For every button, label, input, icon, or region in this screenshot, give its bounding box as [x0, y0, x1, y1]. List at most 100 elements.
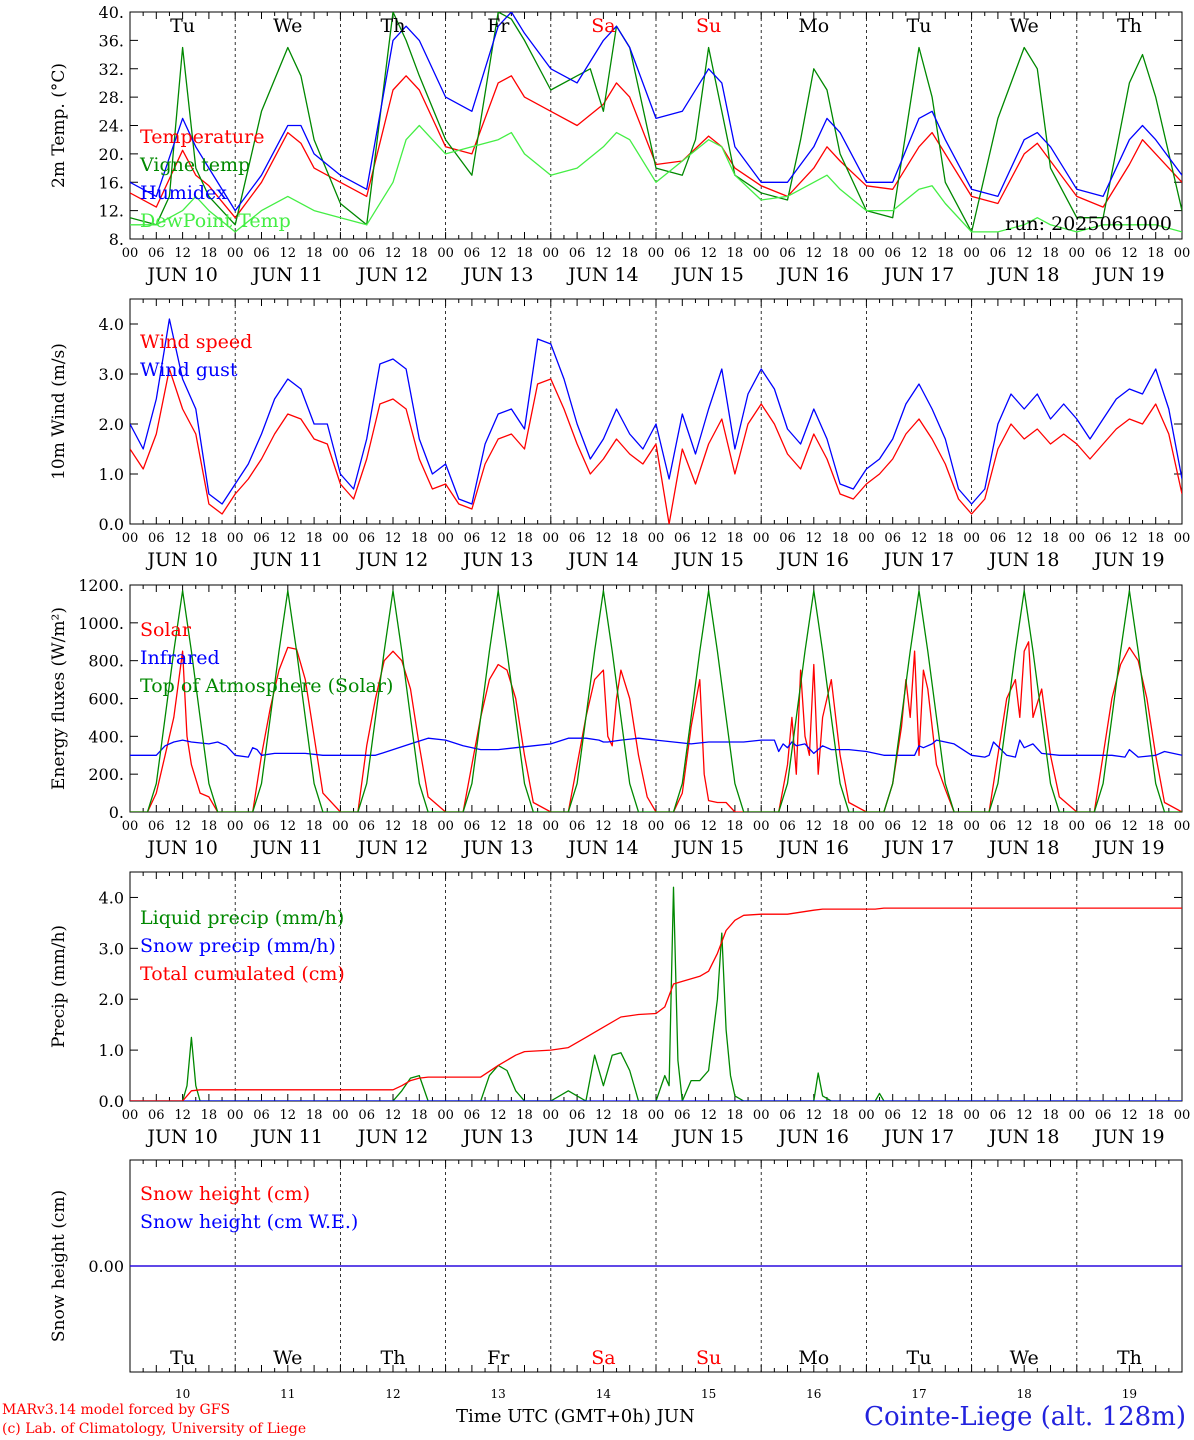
hour-tick-label: 18 — [937, 246, 954, 261]
series-humidex — [130, 12, 1182, 212]
date-label: JUN 18 — [987, 1126, 1059, 1148]
day-number-label: 14 — [596, 1387, 612, 1401]
hour-tick-label: 00 — [858, 531, 875, 546]
weekday-label-top: We — [273, 15, 302, 37]
date-label: JUN 13 — [461, 837, 533, 859]
hour-tick-label: 18 — [1147, 819, 1164, 834]
y-tick-label: 40. — [99, 3, 124, 22]
hour-tick-label: 12 — [806, 1108, 823, 1123]
date-label: JUN 16 — [777, 837, 849, 859]
y-tick-label: 36. — [99, 31, 124, 50]
y-axis-label: 2m Temp. (°C) — [49, 63, 69, 188]
weekday-label-top: Th — [381, 15, 406, 37]
y-tick-label: 0.00 — [88, 1257, 124, 1276]
series-dewpoint-temp — [130, 124, 1182, 233]
hour-tick-label: 12 — [385, 1108, 402, 1123]
hour-tick-label: 00 — [858, 1108, 875, 1123]
hour-tick-label: 00 — [648, 246, 665, 261]
hour-tick-label: 18 — [937, 819, 954, 834]
date-label: JUN 15 — [671, 549, 743, 571]
y-tick-label: 28. — [99, 88, 124, 107]
hour-tick-label: 00 — [437, 1108, 454, 1123]
hour-tick-label: 06 — [253, 531, 270, 546]
hour-tick-label: 00 — [227, 1108, 244, 1123]
hour-tick-label: 06 — [884, 531, 901, 546]
date-label: JUN 17 — [882, 264, 954, 286]
day-number-label: 18 — [1017, 1387, 1032, 1401]
day-number-label: 19 — [1122, 1387, 1137, 1401]
hour-tick-label: 06 — [674, 246, 691, 261]
hour-tick-label: 06 — [990, 819, 1007, 834]
hour-tick-label: 00 — [963, 246, 980, 261]
hour-tick-label: 12 — [911, 246, 928, 261]
hour-tick-label: 00 — [1174, 1108, 1191, 1123]
weekday-label-top: Fr — [487, 15, 510, 37]
day-number-label: 11 — [280, 1387, 295, 1401]
legend-entry: Liquid precip (mm/h) — [140, 907, 344, 929]
hour-tick-label: 00 — [543, 1108, 560, 1123]
hour-tick-label: 06 — [779, 246, 796, 261]
hour-tick-label: 18 — [1147, 531, 1164, 546]
hour-tick-label: 00 — [437, 531, 454, 546]
hour-tick-label: 06 — [990, 246, 1007, 261]
series-total-cumulated-cm- — [130, 907, 1182, 1101]
hour-tick-label: 18 — [937, 531, 954, 546]
hour-tick-label: 18 — [201, 819, 218, 834]
y-tick-label: 32. — [99, 60, 124, 79]
hour-tick-label: 12 — [490, 1108, 507, 1123]
y-tick-label: 20. — [99, 145, 124, 164]
legend-entry: DewPoint Temp — [140, 210, 291, 232]
hour-tick-label: 18 — [727, 246, 744, 261]
y-tick-label: 400. — [88, 727, 124, 746]
run-label: run: 2025061000 — [1005, 213, 1172, 235]
hour-tick-label: 18 — [621, 531, 638, 546]
hour-tick-label: 06 — [779, 819, 796, 834]
date-label: JUN 18 — [987, 837, 1059, 859]
date-label: JUN 12 — [356, 549, 428, 571]
hour-tick-label: 06 — [148, 819, 165, 834]
series-infrared — [130, 737, 1182, 758]
y-tick-label: 24. — [99, 117, 124, 136]
hour-tick-label: 06 — [148, 1108, 165, 1123]
hour-tick-label: 00 — [1069, 1108, 1086, 1123]
hour-tick-label: 00 — [753, 1108, 770, 1123]
y-tick-label: 800. — [88, 652, 124, 671]
y-tick-label: 1000. — [78, 614, 124, 633]
hour-tick-label: 12 — [490, 246, 507, 261]
y-tick-label: 2.0 — [99, 415, 124, 434]
y-tick-label: 200. — [88, 765, 124, 784]
hour-tick-label: 12 — [1121, 819, 1138, 834]
legend-entry: Vigne temp — [139, 154, 250, 176]
hour-tick-label: 18 — [201, 246, 218, 261]
weekday-label-bottom: Su — [696, 1347, 721, 1369]
hour-tick-label: 00 — [858, 819, 875, 834]
day-number-label: 13 — [491, 1387, 506, 1401]
y-axis-label: 10m Wind (m/s) — [49, 343, 69, 480]
series-solar — [130, 641, 1182, 812]
hour-tick-label: 18 — [621, 1108, 638, 1123]
hour-tick-label: 12 — [700, 531, 717, 546]
legend-entry: Wind speed — [140, 331, 252, 353]
date-label: JUN 15 — [671, 264, 743, 286]
hour-tick-label: 18 — [411, 246, 428, 261]
station-title: Cointe-Liege (alt. 128m) — [864, 1402, 1186, 1432]
hour-tick-label: 06 — [884, 819, 901, 834]
hour-tick-label: 00 — [1069, 819, 1086, 834]
hour-tick-label: 18 — [727, 531, 744, 546]
date-label: JUN 11 — [251, 549, 323, 571]
hour-tick-label: 00 — [648, 819, 665, 834]
weekday-label-top: Sa — [591, 15, 615, 37]
date-label: JUN 14 — [566, 1126, 638, 1148]
hour-tick-label: 12 — [174, 1108, 191, 1123]
hour-tick-label: 12 — [1121, 1108, 1138, 1123]
hour-tick-label: 06 — [358, 819, 375, 834]
legend-entry: Temperature — [140, 126, 264, 148]
hour-tick-label: 00 — [227, 246, 244, 261]
hour-tick-label: 00 — [122, 1108, 139, 1123]
hour-tick-label: 00 — [332, 246, 349, 261]
hour-tick-label: 12 — [806, 246, 823, 261]
hour-tick-label: 06 — [1095, 246, 1112, 261]
series-temperature — [130, 75, 1182, 219]
legend-entry: Solar — [140, 619, 192, 641]
panel-3: 0. 200. 400. 600. 800. 1000. 1200. Energy fluxe… — [49, 576, 1190, 859]
